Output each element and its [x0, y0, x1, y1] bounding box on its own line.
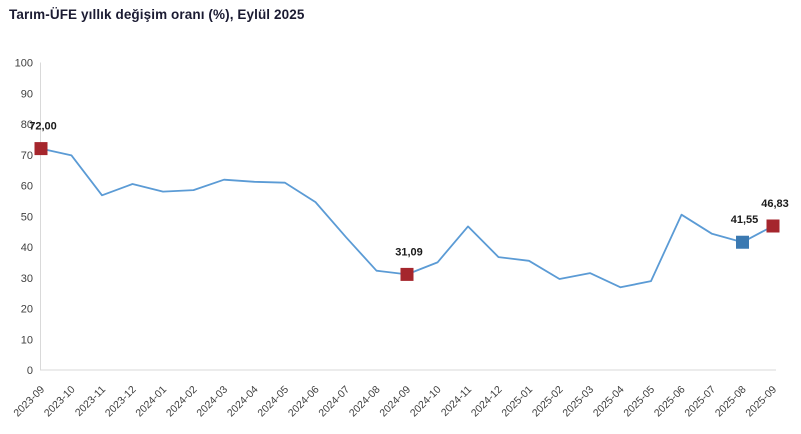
x-tick-label: 2024-07 — [316, 384, 352, 420]
x-tick-label: 2025-05 — [621, 384, 657, 420]
y-tick-label: 10 — [21, 334, 33, 346]
x-tick-label: 2025-02 — [530, 384, 566, 420]
y-tick-label: 50 — [21, 211, 33, 223]
x-tick-label: 2025-08 — [713, 384, 749, 420]
data-point-label: 31,09 — [395, 246, 423, 258]
y-tick-label: 80 — [21, 119, 33, 131]
x-tick-label: 2024-11 — [439, 384, 474, 419]
x-tick-label: 2024-02 — [164, 384, 200, 420]
x-tick-label: 2025-09 — [743, 384, 779, 420]
y-tick-label: 20 — [21, 304, 33, 316]
y-tick-label: 100 — [15, 58, 33, 70]
x-tick-label: 2024-01 — [133, 384, 169, 420]
x-tick-label: 2023-12 — [103, 384, 139, 420]
y-tick-label: 90 — [21, 88, 33, 100]
x-tick-label: 2024-10 — [408, 384, 444, 420]
chart-title: Tarım-ÜFE yıllık değişim oranı (%), Eylü… — [9, 7, 305, 22]
y-tick-label: 70 — [21, 150, 33, 162]
x-tick-label: 2023-11 — [73, 384, 108, 419]
x-tick-label: 2023-09 — [11, 384, 47, 420]
x-tick-label: 2025-04 — [591, 384, 627, 420]
y-tick-label: 60 — [21, 181, 33, 193]
x-tick-label: 2024-06 — [286, 384, 322, 420]
data-point-marker — [34, 142, 48, 156]
data-point-label: 41,55 — [731, 214, 759, 226]
data-point-label: 46,83 — [761, 198, 789, 210]
x-tick-label: 2025-01 — [499, 384, 535, 420]
x-tick-label: 2024-12 — [469, 384, 505, 420]
x-tick-label: 2024-09 — [377, 384, 413, 420]
y-tick-label: 40 — [21, 242, 33, 254]
x-tick-label: 2025-03 — [560, 384, 596, 420]
x-tick-label: 2024-03 — [194, 384, 230, 420]
y-tick-label: 0 — [27, 365, 33, 377]
data-point-marker — [400, 267, 414, 281]
x-tick-label: 2024-08 — [347, 384, 383, 420]
data-point-label: 72,00 — [29, 121, 57, 133]
data-point-marker — [766, 219, 780, 233]
x-tick-label: 2025-07 — [682, 384, 718, 420]
x-tick-label: 2025-06 — [652, 384, 688, 420]
y-tick-label: 30 — [21, 273, 33, 285]
series-line — [40, 147, 774, 289]
x-tick-label: 2023-10 — [42, 384, 78, 420]
data-point-marker — [736, 235, 749, 249]
x-tick-label: 2024-04 — [225, 384, 261, 420]
x-tick-label: 2024-05 — [255, 384, 291, 420]
